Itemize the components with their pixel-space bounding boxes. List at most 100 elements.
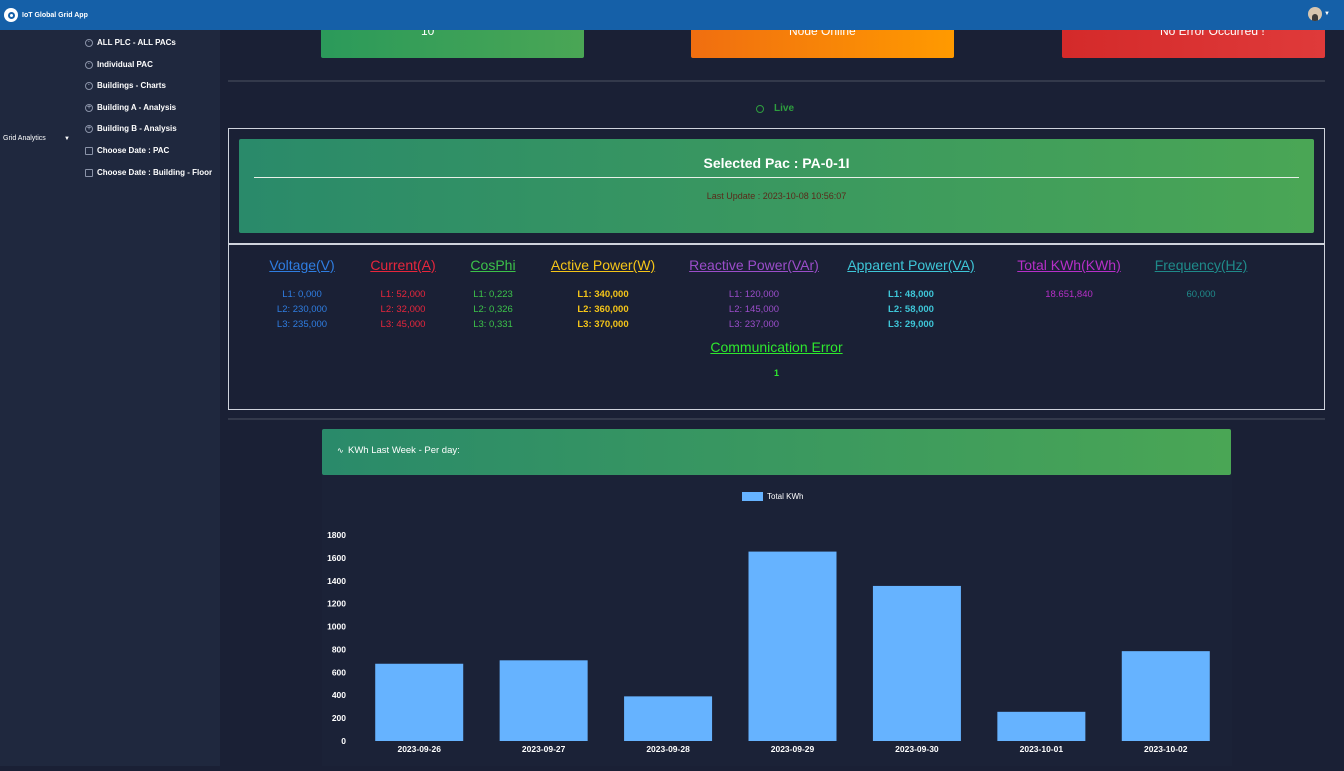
y-tick-label: 1200 bbox=[327, 599, 346, 609]
measurement-values: L1: 0,000 L2: 230,000 L3: 235,000 bbox=[222, 287, 382, 332]
measurement-value: L1: 52,000 bbox=[380, 289, 426, 300]
measurement-values: L1: 340,000 L2: 360,000 L3: 370,000 bbox=[523, 287, 683, 332]
divider bbox=[229, 243, 1324, 245]
chart-bar[interactable] bbox=[1121, 651, 1210, 741]
chart-area: Total KWh 0 200 400 600 800 1000 1200 1400 1600 18… bbox=[322, 475, 1232, 766]
pac-header: Selected Pac : PA-0-1I Last Update : 202… bbox=[239, 139, 1314, 233]
sidebar-item-label: ALL PLC - ALL PACs bbox=[97, 38, 176, 47]
measurement-value: L3: 0,331 bbox=[473, 319, 513, 330]
y-tick-label: 1400 bbox=[327, 576, 346, 586]
calendar-icon bbox=[85, 168, 93, 177]
x-tick-label: 2023-10-02 bbox=[1144, 744, 1188, 754]
measurement-value: L1: 340,000 bbox=[577, 289, 629, 300]
measurement-value: L1: 120,000 bbox=[728, 289, 780, 300]
measurement-title[interactable]: Voltage(V) bbox=[269, 257, 335, 273]
sidebar-item-label: Building B - Analysis bbox=[97, 124, 177, 133]
globe-icon: + bbox=[85, 103, 93, 112]
sidebar-item-building-b[interactable]: + Building B - Analysis bbox=[85, 124, 177, 133]
live-dot-icon bbox=[756, 104, 764, 113]
legend-swatch[interactable] bbox=[742, 492, 763, 501]
measurement-value: L3: 370,000 bbox=[577, 319, 629, 330]
chevron-down-icon[interactable]: ▼ bbox=[64, 136, 70, 142]
sidebar-item-choose-date-building[interactable]: Choose Date : Building - Floor bbox=[85, 168, 212, 177]
divider bbox=[228, 80, 1325, 82]
x-tick-label: 2023-09-26 bbox=[397, 744, 441, 754]
sidebar-item-choose-date-pac[interactable]: Choose Date : PAC bbox=[85, 146, 169, 155]
measurement-values: L1: 48,000 L2: 58,000 L3: 29,000 bbox=[831, 287, 991, 332]
x-tick-label: 2023-09-27 bbox=[522, 744, 566, 754]
x-tick-label: 2023-10-01 bbox=[1020, 744, 1064, 754]
measurement-title[interactable]: Active Power(W) bbox=[550, 257, 656, 273]
chart-bar[interactable] bbox=[499, 660, 588, 741]
node-status-text: Node Online bbox=[789, 30, 856, 38]
avatar[interactable] bbox=[1308, 7, 1323, 21]
sidebar-item-label: Choose Date : PAC bbox=[97, 146, 170, 155]
legend-label[interactable]: Total KWh bbox=[767, 492, 803, 501]
sidebar-item-all-plc[interactable]: · ALL PLC - ALL PACs bbox=[85, 38, 176, 47]
y-tick-label: 400 bbox=[332, 690, 346, 700]
sidebar-group-grid-analytics[interactable]: Grid Analytics bbox=[3, 135, 46, 142]
error-status-card: No Error Occurred ! bbox=[1062, 30, 1325, 58]
sidebar-item-individual-pac[interactable]: · Individual PAC bbox=[85, 60, 153, 69]
measurement-values: 60,000 bbox=[1121, 287, 1281, 302]
node-status-card: Node Online bbox=[691, 30, 954, 58]
measurement-title[interactable]: Apparent Power(VA) bbox=[847, 257, 975, 273]
measurement-values: 18.651,840 bbox=[989, 287, 1149, 302]
measurement-value: L2: 0,326 bbox=[473, 304, 513, 315]
sidebar-item-label: Individual PAC bbox=[97, 60, 153, 69]
calendar-icon bbox=[85, 146, 93, 155]
pac-panel: Selected Pac : PA-0-1I Last Update : 202… bbox=[228, 128, 1325, 410]
y-tick-label: 600 bbox=[332, 667, 346, 677]
measurement-value: 60,000 bbox=[1186, 289, 1216, 300]
measurement-value: L2: 145,000 bbox=[728, 304, 780, 315]
last-update: Last Update : 2023-10-08 10:56:07 bbox=[706, 191, 847, 201]
measurement-value: 18.651,840 bbox=[1045, 289, 1093, 300]
measurement-column: Reactive Power(VAr) L1: 120,000 L2: 145,00… bbox=[674, 257, 834, 332]
measurement-column: Total KWh(KWh) 18.651,840 bbox=[989, 257, 1149, 302]
chart-bar[interactable] bbox=[872, 585, 961, 741]
x-tick-label: 2023-09-28 bbox=[646, 744, 690, 754]
comm-error-section: Communication Error 1 bbox=[229, 339, 1324, 378]
measurement-value: L1: 0,000 bbox=[282, 289, 322, 300]
chart-title: KWh Last Week - Per day: bbox=[348, 445, 460, 456]
divider bbox=[228, 418, 1325, 420]
measurement-title[interactable]: CosPhi bbox=[470, 257, 516, 273]
sidebar-item-building-a[interactable]: + Building A - Analysis bbox=[85, 103, 176, 112]
pulse-icon: ∿ bbox=[337, 446, 344, 455]
pac-count: 10 bbox=[421, 30, 435, 38]
measurement-value: L2: 58,000 bbox=[888, 304, 934, 315]
y-tick-label: 1600 bbox=[327, 553, 346, 563]
user-menu[interactable]: ▼ bbox=[1308, 7, 1330, 21]
y-tick-label: 800 bbox=[332, 644, 346, 654]
measurement-column: Voltage(V) L1: 0,000 L2: 230,000 L3: 235,00… bbox=[222, 257, 382, 332]
y-tick-label: 1800 bbox=[327, 530, 346, 540]
measurement-title[interactable]: Current(A) bbox=[370, 257, 436, 273]
measurement-column: Current(A) L1: 52,000 L2: 32,000 L3: 45,000 bbox=[323, 257, 483, 332]
chart-bar[interactable] bbox=[375, 663, 464, 741]
chevron-down-icon[interactable]: ▼ bbox=[1324, 11, 1330, 17]
sidebar-item-label: Choose Date : Building - Floor bbox=[97, 168, 213, 177]
measurement-value: L1: 48,000 bbox=[888, 289, 934, 300]
chart-bar[interactable] bbox=[997, 711, 1086, 741]
sidebar-item-label: Buildings - Charts bbox=[97, 81, 166, 90]
measurement-title[interactable]: Reactive Power(VAr) bbox=[689, 257, 819, 273]
measurement-title[interactable]: Total KWh(KWh) bbox=[1017, 257, 1121, 273]
comm-error-title[interactable]: Communication Error bbox=[710, 339, 843, 355]
measurement-title[interactable]: Frequency(Hz) bbox=[1154, 257, 1248, 273]
divider bbox=[254, 177, 1299, 178]
clock-icon: · bbox=[85, 81, 93, 90]
eye-icon: · bbox=[85, 38, 93, 47]
pac-count-card: 10 bbox=[321, 30, 584, 58]
app-title: IoT Global Grid App bbox=[22, 11, 88, 19]
pac-title: Selected Pac : PA-0-1I bbox=[703, 155, 850, 171]
sidebar-item-buildings-charts[interactable]: · Buildings - Charts bbox=[85, 81, 166, 90]
comm-error-value: 1 bbox=[773, 368, 779, 378]
y-tick-label: 1000 bbox=[327, 622, 346, 632]
chart-bar[interactable] bbox=[748, 551, 837, 741]
measurement-values: L1: 120,000 L2: 145,000 L3: 237,000 bbox=[674, 287, 834, 332]
app-logo-icon[interactable] bbox=[4, 8, 18, 22]
measurement-column: Apparent Power(VA) L1: 48,000 L2: 58,000 L3… bbox=[831, 257, 991, 332]
measurement-value: L2: 360,000 bbox=[577, 304, 629, 315]
measurement-value: L3: 29,000 bbox=[888, 319, 934, 330]
chart-bar[interactable] bbox=[624, 696, 713, 741]
